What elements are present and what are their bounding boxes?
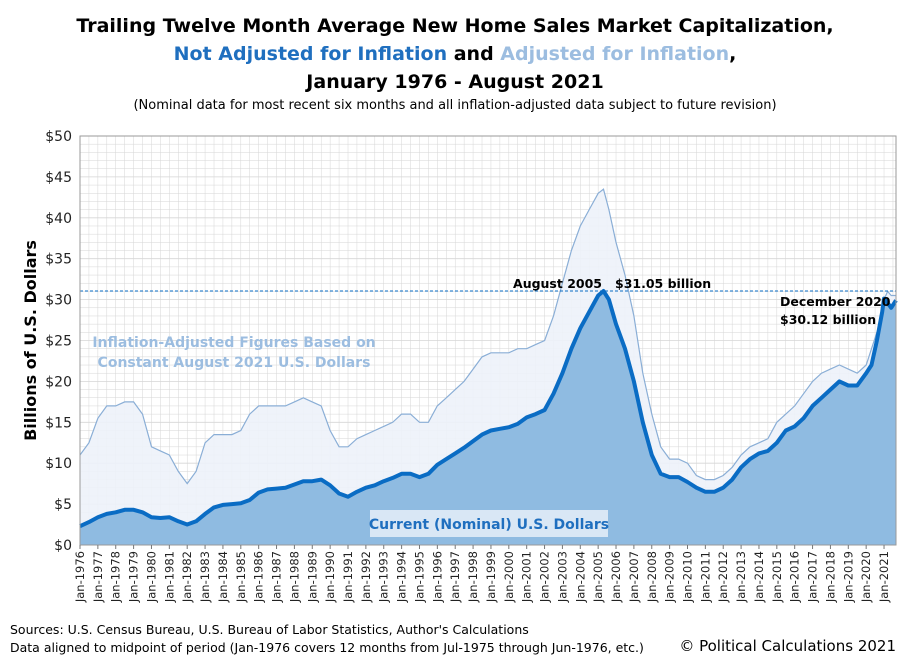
x-tick-label: Jan-1981 — [162, 551, 176, 603]
x-tick-label: Jan-2019 — [841, 551, 855, 603]
x-tick-label: Jan-1989 — [305, 551, 319, 603]
x-tick-label: Jan-1985 — [234, 551, 248, 603]
real-series-area — [80, 189, 896, 545]
x-tick-label: Jan-1990 — [323, 551, 337, 603]
x-tick-label: Jan-2003 — [555, 551, 569, 603]
x-tick-label: Jan-2007 — [627, 551, 641, 603]
y-axis-ticks: $0 $5 $10 $15 $20 $25 $30 $35 $40 $45 $50 — [45, 129, 72, 554]
peak-date-annotation: August 2005 — [513, 276, 602, 291]
footer-note: Data aligned to midpoint of period (Jan-… — [10, 640, 644, 655]
x-tick-label: Jan-2002 — [538, 551, 552, 603]
x-tick-label: Jan-1977 — [91, 551, 105, 603]
y-tick-label: $45 — [45, 170, 72, 186]
nominal-label-box — [370, 510, 608, 537]
x-tick-label: Jan-1984 — [216, 551, 230, 603]
x-tick-label: Jan-2006 — [609, 551, 623, 603]
y-tick-label: $0 — [54, 538, 72, 554]
x-tick-label: Jan-1983 — [198, 551, 212, 603]
x-tick-label: Jan-2016 — [788, 551, 802, 603]
x-tick-label: Jan-2021 — [877, 551, 891, 603]
chart-title-line3: January 1976 - August 2021 — [306, 71, 604, 93]
y-tick-label: $5 — [54, 497, 72, 513]
x-tick-label: Jan-2010 — [680, 551, 694, 603]
y-tick-label: $20 — [45, 374, 72, 390]
x-tick-label: Jan-1996 — [430, 551, 444, 603]
x-tick-label: Jan-1998 — [466, 551, 480, 603]
y-tick-label: $35 — [45, 252, 72, 268]
x-tick-label: Jan-1976 — [73, 551, 87, 603]
x-tick-label: Jan-2005 — [591, 551, 605, 603]
y-axis-label: Billions of U.S. Dollars — [21, 240, 40, 441]
chart-title-line2: Not Adjusted for Inflation and Adjusted … — [0, 40, 910, 68]
inflation-label-line1: Inflation-Adjusted Figures Based on — [92, 335, 375, 351]
nominal-label: Current (Nominal) U.S. Dollars — [369, 517, 609, 533]
dec2020-value-annotation: $30.12 billion — [780, 312, 876, 327]
x-tick-label: Jan-1980 — [144, 551, 158, 603]
x-tick-label: Jan-2014 — [752, 551, 766, 603]
peak-value-annotation: $31.05 billion — [615, 276, 711, 291]
x-tick-label: Jan-2001 — [520, 551, 534, 603]
chart-subtitle: (Nominal data for most recent six months… — [133, 98, 777, 113]
x-tick-label: Jan-2017 — [806, 551, 820, 603]
y-tick-label: $25 — [45, 334, 72, 350]
x-tick-label: Jan-2015 — [770, 551, 784, 603]
x-tick-label: Jan-1979 — [127, 551, 141, 603]
x-tick-label: Jan-1988 — [287, 551, 301, 603]
chart-title-line1: Trailing Twelve Month Average New Home S… — [76, 15, 834, 37]
x-tick-label: Jan-1986 — [252, 551, 266, 603]
x-tick-label: Jan-1993 — [377, 551, 391, 603]
x-axis-ticks: Jan-1976 Jan-1977 Jan-1978 Jan-1979 Jan-1980… — [73, 545, 891, 603]
title-comma: , — [729, 43, 737, 65]
x-tick-label: Jan-1978 — [109, 551, 123, 603]
x-tick-label: Jan-1995 — [412, 551, 426, 603]
y-tick-label: $10 — [45, 456, 72, 472]
nominal-series-line — [79, 289, 898, 529]
y-tick-label: $40 — [45, 211, 72, 227]
plot-border — [79, 135, 897, 546]
x-tick-label: Jan-1994 — [395, 551, 409, 603]
title-real-legend: Adjusted for Inflation — [500, 43, 730, 65]
x-tick-label: Jan-2004 — [573, 551, 587, 603]
y-tick-label: $50 — [45, 129, 72, 145]
x-tick-label: Jan-2008 — [645, 551, 659, 603]
x-tick-label: Jan-1987 — [270, 551, 284, 603]
x-tick-label: Jan-2011 — [698, 551, 712, 603]
title-nominal-legend: Not Adjusted for Inflation — [173, 43, 448, 65]
y-tick-label: $15 — [45, 415, 72, 431]
y-tick-label: $30 — [45, 293, 72, 309]
x-tick-label: Jan-2009 — [663, 551, 677, 603]
dec2020-date-annotation: December 2020 — [780, 294, 891, 309]
x-tick-label: Jan-1982 — [180, 551, 194, 603]
x-tick-label: Jan-1999 — [484, 551, 498, 603]
x-tick-label: Jan-2018 — [823, 551, 837, 603]
x-tick-label: Jan-2000 — [502, 551, 516, 603]
x-tick-label: Jan-1992 — [359, 551, 373, 603]
x-tick-label: Jan-2013 — [734, 551, 748, 603]
x-tick-label: Jan-2012 — [716, 551, 730, 603]
title-and: and — [447, 43, 501, 65]
x-tick-label: Jan-2020 — [859, 551, 873, 603]
footer-sources: Sources: U.S. Census Bureau, U.S. Bureau… — [10, 622, 529, 637]
inflation-label-line2: Constant August 2021 U.S. Dollars — [98, 355, 371, 371]
x-tick-label: Jan-1997 — [448, 551, 462, 603]
copyright: © Political Calculations 2021 — [679, 637, 896, 655]
real-series-line — [79, 188, 896, 485]
x-tick-label: Jan-1991 — [341, 551, 355, 603]
